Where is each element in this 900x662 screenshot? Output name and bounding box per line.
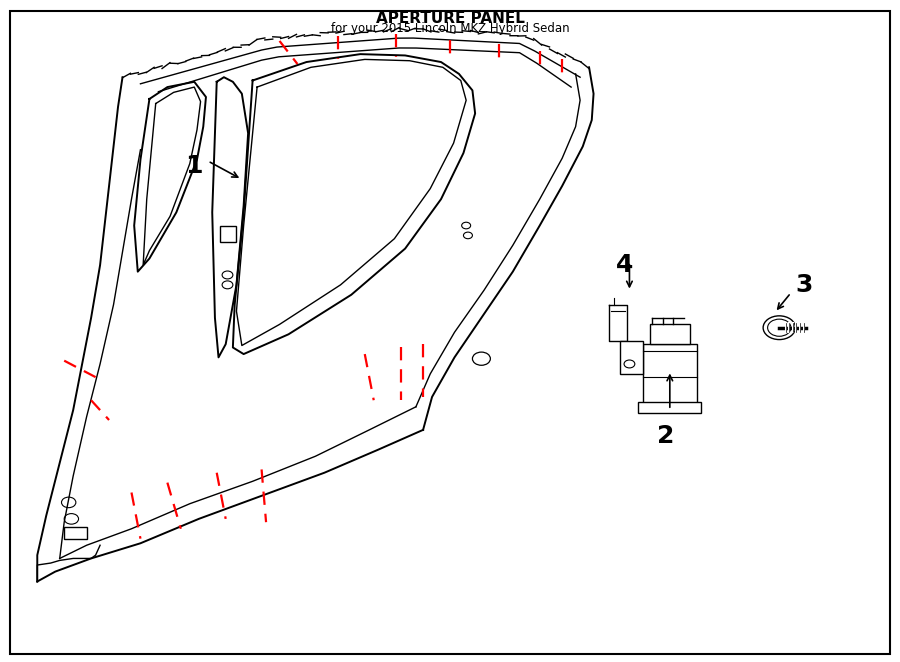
FancyBboxPatch shape	[220, 226, 237, 242]
FancyBboxPatch shape	[638, 402, 701, 413]
Text: for your 2015 Lincoln MKZ Hybrid Sedan: for your 2015 Lincoln MKZ Hybrid Sedan	[330, 23, 570, 36]
Text: 1: 1	[185, 154, 203, 178]
Text: 4: 4	[616, 253, 634, 277]
FancyBboxPatch shape	[620, 341, 643, 374]
FancyBboxPatch shape	[64, 527, 86, 539]
FancyBboxPatch shape	[643, 344, 697, 404]
Text: 2: 2	[657, 424, 674, 448]
Text: APERTURE PANEL: APERTURE PANEL	[375, 11, 525, 26]
Text: 3: 3	[796, 273, 813, 297]
FancyBboxPatch shape	[650, 324, 689, 344]
